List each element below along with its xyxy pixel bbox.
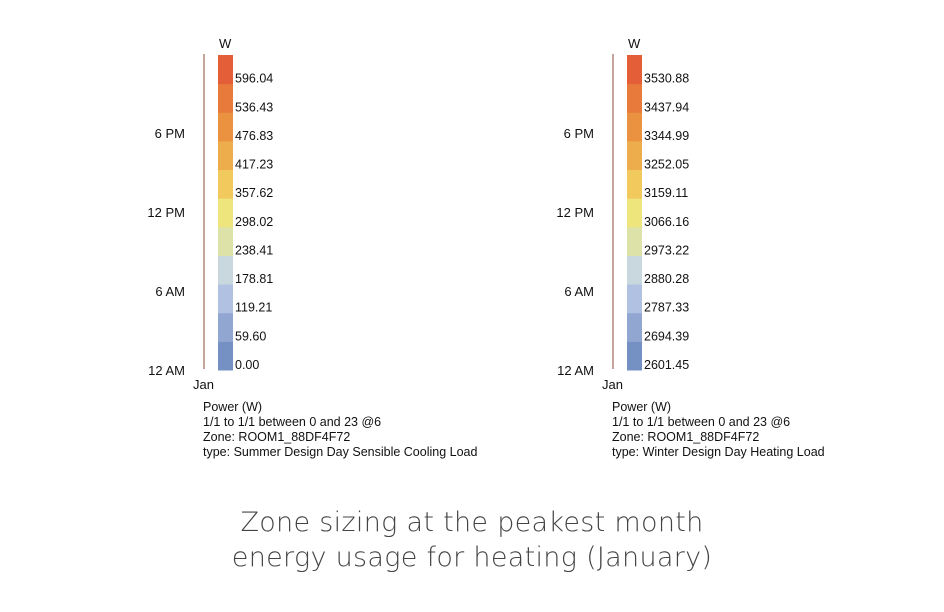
legend-color-bin	[627, 312, 642, 342]
legend-unit-label: W	[628, 36, 641, 51]
legend-color-bin	[627, 140, 642, 171]
chart-info-line: Zone: ROOM1_88DF4F72	[612, 430, 759, 444]
legend-value-label: 3159.11	[644, 186, 688, 200]
legend-value-label: 238.41	[235, 243, 273, 257]
legend-color-bin	[218, 55, 233, 85]
legend-color-bin	[627, 255, 642, 285]
legend-color-bin	[627, 284, 642, 314]
x-tick-label: Jan	[602, 377, 623, 392]
legend-color-bin	[627, 55, 642, 85]
legend-value-label: 476.83	[235, 129, 273, 143]
y-tick-label: 12 PM	[556, 205, 594, 220]
figure-caption: Zone sizing at the peakest month energy …	[0, 505, 944, 575]
legend-color-bin	[218, 284, 233, 314]
legend-value-label: 3530.88	[644, 72, 689, 86]
chart-info-line: Power (W)	[612, 400, 671, 414]
legend-value-label: 536.43	[235, 100, 273, 114]
chart-info-line: 1/1 to 1/1 between 0 and 23 @6	[203, 415, 381, 429]
legend-color-bin	[218, 112, 233, 142]
y-tick-label: 12 AM	[148, 363, 185, 378]
caption-line-1: Zone sizing at the peakest month	[240, 507, 704, 538]
chart-info-line: type: Winter Design Day Heating Load	[612, 445, 825, 459]
chart-info-line: Power (W)	[203, 400, 262, 414]
legend-color-bin	[627, 341, 642, 371]
chart-cooling-load: 12 AM 6 AM 12 PM 6 PM Jan W 0.00 59.60 119.21 178…	[147, 36, 477, 459]
legend-color-bin	[627, 169, 642, 199]
legend-value-label: 2694.39	[644, 329, 689, 343]
legend-value-label: 298.02	[235, 215, 273, 229]
caption-line-2: energy usage for heating (January)	[231, 542, 713, 573]
legend-value-label: 2973.22	[644, 243, 689, 257]
y-tick-label: 6 PM	[564, 126, 594, 141]
legend-color-bin	[218, 169, 233, 199]
legend-color-bin	[627, 83, 642, 113]
chart-heating-load: 12 AM 6 AM 12 PM 6 PM Jan W 2601.45 2694.39 2787…	[556, 36, 824, 459]
legend-color-bin	[218, 226, 233, 256]
legend-value-label: 3437.94	[644, 100, 689, 114]
legend-color-bin	[627, 226, 642, 256]
x-tick-label: Jan	[193, 377, 214, 392]
legend-color-bin	[218, 312, 233, 342]
legend-value-label: 3066.16	[644, 215, 689, 229]
legend-color-bin	[218, 140, 233, 171]
legend-value-label: 0.00	[235, 358, 259, 372]
legend-value-label: 417.23	[235, 158, 273, 172]
legend-value-label: 2601.45	[644, 358, 689, 372]
legend-value-label: 596.04	[235, 72, 273, 86]
legend-color-bin	[218, 341, 233, 371]
legend-color-bin	[627, 112, 642, 142]
legend-unit-label: W	[219, 36, 232, 51]
legend-value-label: 59.60	[235, 329, 266, 343]
y-tick-label: 6 PM	[155, 126, 185, 141]
y-tick-label: 12 AM	[557, 363, 594, 378]
legend-value-label: 2787.33	[644, 301, 689, 315]
legend-color-bin	[218, 255, 233, 285]
chart-info-line: Zone: ROOM1_88DF4F72	[203, 430, 350, 444]
legend-value-label: 119.21	[235, 301, 272, 315]
legend-value-label: 178.81	[235, 272, 273, 286]
legend-value-label: 2880.28	[644, 272, 689, 286]
y-tick-label: 12 PM	[147, 205, 185, 220]
y-tick-label: 6 AM	[564, 284, 594, 299]
legend-value-label: 3252.05	[644, 158, 689, 172]
legend-value-label: 357.62	[235, 186, 273, 200]
y-tick-label: 6 AM	[155, 284, 185, 299]
legend-color-bin	[218, 83, 233, 113]
legend-value-label: 3344.99	[644, 129, 689, 143]
chart-info-line: type: Summer Design Day Sensible Cooling…	[203, 445, 477, 459]
chart-info-line: 1/1 to 1/1 between 0 and 23 @6	[612, 415, 790, 429]
legend-color-bin	[627, 198, 642, 228]
legend-color-bin	[218, 198, 233, 228]
